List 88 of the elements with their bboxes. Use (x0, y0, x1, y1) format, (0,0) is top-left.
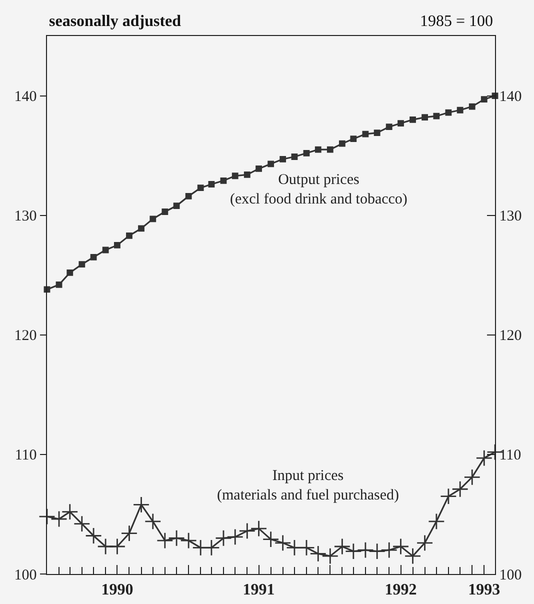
point (226, 528, 244, 546)
point (452, 480, 468, 498)
point (392, 538, 410, 555)
point (144, 513, 162, 530)
y2-tick-label: 120 (499, 328, 522, 344)
y-tick-label: 140 (14, 89, 37, 106)
point (334, 538, 351, 555)
point (244, 171, 250, 178)
point (422, 114, 428, 120)
point (156, 532, 174, 549)
point (416, 534, 434, 552)
y-tick-label: 100 (14, 567, 37, 584)
point (215, 530, 232, 547)
point (428, 513, 445, 530)
x-tick-label: 1990 (101, 581, 134, 598)
point (56, 281, 62, 288)
point (197, 184, 204, 192)
point (66, 270, 74, 276)
point (345, 542, 362, 560)
point (274, 534, 292, 552)
point (303, 150, 310, 156)
series-label: Output prices (excl food drink and tobacco) (230, 172, 408, 208)
y2-tick-label: 130 (499, 208, 522, 225)
point (126, 232, 132, 239)
y-tick-label: 130 (14, 208, 37, 225)
point (50, 510, 68, 528)
point (476, 450, 493, 466)
point (268, 160, 274, 168)
point (132, 496, 150, 514)
point (410, 116, 416, 123)
point (162, 208, 168, 215)
point (291, 154, 298, 160)
point (120, 524, 138, 542)
point (180, 532, 197, 549)
point (114, 242, 120, 248)
point (440, 488, 457, 505)
point (61, 503, 78, 520)
y2-tick-label: 100 (499, 567, 522, 584)
point (480, 96, 488, 103)
point (326, 146, 334, 153)
point (456, 106, 464, 114)
point (173, 202, 180, 209)
point (398, 120, 404, 126)
point (185, 193, 192, 200)
point (404, 548, 422, 564)
point (208, 181, 215, 188)
point (238, 522, 256, 540)
point (108, 538, 126, 555)
point (262, 530, 280, 548)
x-tick-label: 1992 (384, 581, 417, 598)
point (250, 520, 268, 537)
y2-tick-label: 110 (499, 448, 522, 464)
y2-tick-label: 140 (499, 89, 522, 106)
point (357, 542, 374, 558)
point (85, 527, 102, 544)
x-tick-label: 1993 (468, 581, 500, 598)
y-tick-label: 120 (14, 328, 37, 344)
point (380, 542, 398, 558)
point (464, 468, 481, 486)
text: 1985 = 100 (420, 13, 494, 30)
point (220, 177, 227, 184)
point (368, 542, 386, 560)
point (256, 166, 262, 172)
point (362, 130, 369, 138)
point (314, 146, 322, 153)
point (280, 156, 286, 162)
point (386, 124, 392, 130)
point (74, 515, 90, 532)
x-tick-label: 1991 (242, 581, 275, 598)
point (445, 109, 452, 116)
y-tick-label: 110 (14, 448, 37, 464)
point (350, 136, 357, 142)
point (468, 103, 476, 110)
point (232, 172, 238, 180)
point (374, 130, 380, 136)
point (78, 261, 86, 268)
text: seasonally adjusted (49, 13, 182, 30)
point (38, 508, 56, 526)
series-label: Input prices (materials and fuel purchased) (217, 468, 400, 504)
point (102, 246, 109, 254)
point (433, 112, 440, 120)
point (338, 140, 346, 147)
point (322, 548, 339, 564)
point (310, 545, 327, 562)
point (90, 254, 97, 260)
point (138, 225, 144, 232)
point (168, 530, 185, 547)
point (150, 216, 156, 222)
